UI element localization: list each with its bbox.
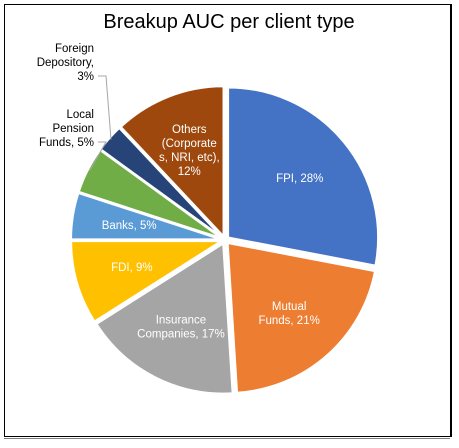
slice-label: Local Pension Funds, 5%	[39, 109, 94, 149]
slice-label-line: Banks, 5%	[102, 220, 157, 232]
slice-label-line: Companies, 17%	[137, 328, 225, 340]
pie-slice	[99, 126, 223, 239]
slice-labels: FPI, 28% Mutual Funds, 21% Insurance Compani…	[37, 43, 324, 340]
slice-label-line: Local	[67, 109, 95, 121]
pie-slice	[95, 241, 234, 395]
slice-label-line: Mutual	[272, 301, 307, 313]
slice-label: FPI, 28%	[276, 173, 323, 185]
pie-slice	[119, 85, 225, 239]
pie-slice	[70, 240, 225, 323]
slice-label-line: Insurance	[156, 314, 207, 326]
slice-label-line: FPI, 28%	[276, 173, 323, 185]
slice-label: FDI, 9%	[111, 262, 153, 274]
slice-label-line: Funds, 21%	[258, 315, 319, 327]
slice-label-line: Depository,	[37, 57, 94, 69]
slice-label-line: (Corporate	[162, 138, 217, 150]
leader-line	[98, 75, 112, 140]
slice-label-line: Foreign	[55, 43, 94, 55]
slice-label: Others (Corporate s, NRI, etc), 12%	[159, 124, 220, 178]
slice-label-line: FDI, 9%	[111, 262, 153, 274]
pie-slice	[227, 86, 380, 267]
slice-label: Mutual Funds, 21%	[258, 301, 319, 327]
slice-label-line: Pension	[52, 123, 94, 135]
slice-label-line: s, NRI, etc),	[159, 152, 220, 164]
slice-label-line: 12%	[178, 166, 201, 178]
pie-slice	[77, 148, 223, 240]
slice-label-line: Others	[172, 124, 207, 136]
pie-slice	[226, 241, 377, 394]
slice-label: Insurance Companies, 17%	[137, 314, 225, 340]
bottom-rule	[4, 438, 450, 439]
leader-line	[89, 141, 107, 172]
pie-slice	[70, 191, 222, 241]
chart-title: Breakup AUC per client type	[103, 11, 354, 33]
slice-label: Foreign Depository, 3%	[37, 43, 94, 83]
slice-label: Banks, 5%	[102, 220, 157, 232]
leader-lines	[89, 75, 112, 172]
pie-slices	[70, 85, 380, 395]
slice-label-line: 3%	[77, 71, 94, 83]
slice-label-line: Funds, 5%	[39, 137, 94, 149]
